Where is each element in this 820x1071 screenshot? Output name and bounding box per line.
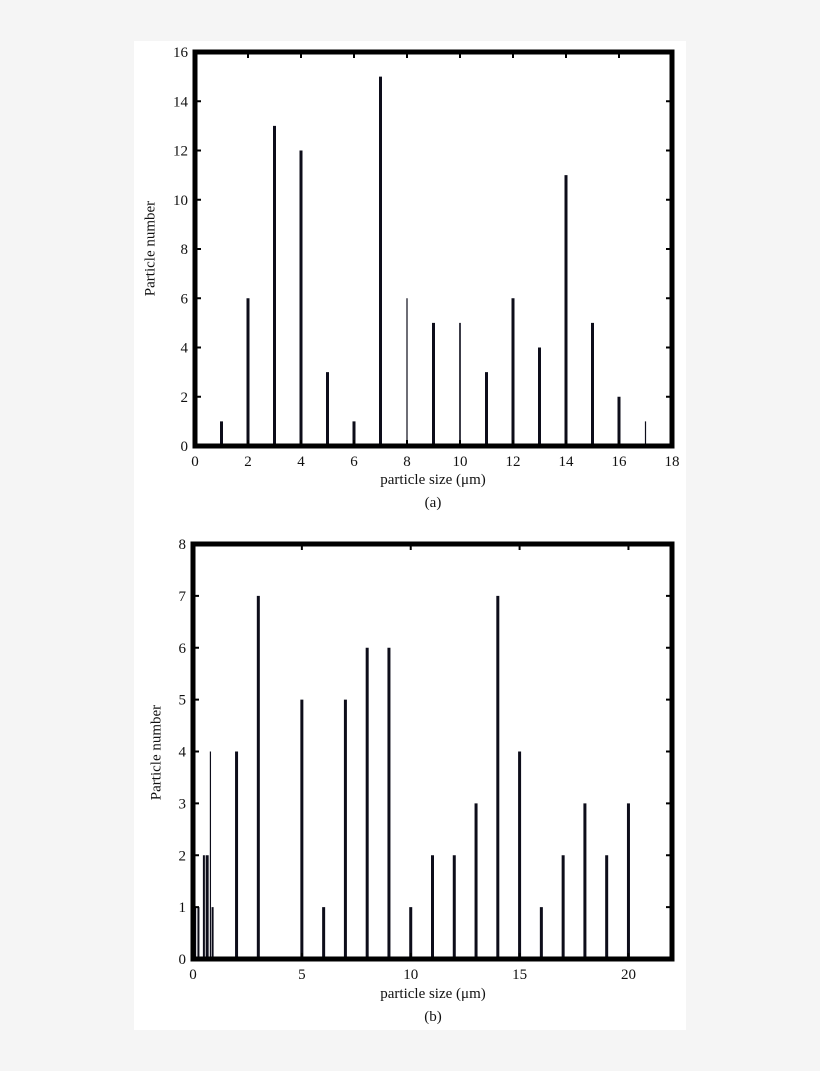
y-tick-label: 6 — [181, 291, 189, 307]
x-tick-label: 12 — [506, 454, 521, 470]
bar — [459, 322, 461, 447]
bar — [644, 421, 647, 447]
bar — [496, 595, 500, 960]
chart-a-x-axis-label: particle size (μm) — [380, 472, 486, 488]
bar — [387, 647, 391, 959]
bar — [591, 322, 594, 447]
y-tick-label: 12 — [173, 144, 188, 160]
bar — [626, 803, 630, 960]
x-tick-label: 0 — [189, 967, 197, 983]
bar — [518, 751, 522, 959]
bar — [273, 125, 276, 447]
bar — [561, 855, 565, 959]
y-tick-label: 8 — [181, 242, 189, 258]
y-tick-label: 7 — [179, 589, 187, 605]
bar — [235, 751, 239, 959]
x-tick-label: 14 — [559, 454, 575, 470]
x-tick-label: 6 — [350, 454, 358, 470]
bar — [211, 907, 214, 960]
x-tick-label: 18 — [665, 454, 680, 470]
bar — [406, 298, 408, 446]
bar — [452, 855, 456, 959]
bar — [326, 372, 329, 447]
y-tick-label: 4 — [179, 745, 187, 761]
bar — [202, 855, 205, 959]
bar — [220, 421, 223, 447]
y-tick-label: 5 — [179, 693, 187, 709]
x-tick-label: 4 — [297, 454, 305, 470]
bar — [379, 76, 382, 447]
y-tick-label: 0 — [181, 439, 189, 455]
bar — [300, 699, 304, 960]
y-tick-label: 2 — [181, 390, 189, 406]
bar — [511, 298, 515, 446]
x-tick-label: 8 — [403, 454, 411, 470]
bar — [365, 647, 369, 959]
bar — [432, 322, 435, 447]
bar — [538, 347, 541, 446]
y-tick-label: 1 — [179, 900, 187, 916]
figure-panel — [134, 41, 686, 1030]
bar — [539, 907, 543, 960]
y-tick-label: 8 — [179, 537, 187, 553]
chart-b-y-axis-label: Particle number — [148, 704, 165, 801]
y-tick-label: 0 — [179, 952, 187, 968]
bar — [474, 803, 478, 960]
bar — [205, 855, 209, 959]
bar — [299, 150, 303, 446]
y-tick-label: 10 — [173, 193, 188, 209]
y-tick-label: 16 — [173, 45, 189, 61]
x-tick-label: 0 — [191, 454, 199, 470]
bar — [352, 421, 356, 447]
x-tick-label: 10 — [403, 967, 418, 983]
x-tick-label: 2 — [244, 454, 252, 470]
x-tick-label: 20 — [621, 967, 636, 983]
bar — [209, 751, 212, 959]
x-tick-label: 16 — [612, 454, 628, 470]
y-tick-label: 2 — [179, 848, 187, 864]
bar — [583, 803, 587, 960]
chart-b-x-axis-label: particle size (μm) — [380, 986, 486, 1002]
y-tick-label: 6 — [179, 641, 187, 657]
y-tick-label: 3 — [179, 796, 187, 812]
y-tick-label: 4 — [181, 341, 189, 357]
bar — [485, 372, 488, 447]
bar — [197, 907, 200, 960]
bar — [617, 396, 621, 446]
bar — [605, 855, 609, 959]
bar — [343, 699, 347, 960]
y-tick-label: 14 — [173, 94, 189, 110]
bar — [409, 907, 413, 960]
chart-a-caption: (a) — [424, 495, 442, 511]
bar — [256, 595, 260, 960]
bar — [322, 907, 326, 960]
x-tick-label: 15 — [512, 967, 527, 983]
x-tick-label: 10 — [453, 454, 468, 470]
bar — [564, 175, 568, 447]
bar — [246, 298, 250, 446]
bar — [431, 855, 434, 959]
x-tick-label: 5 — [298, 967, 306, 983]
chart-b-caption: (b) — [424, 1009, 442, 1025]
